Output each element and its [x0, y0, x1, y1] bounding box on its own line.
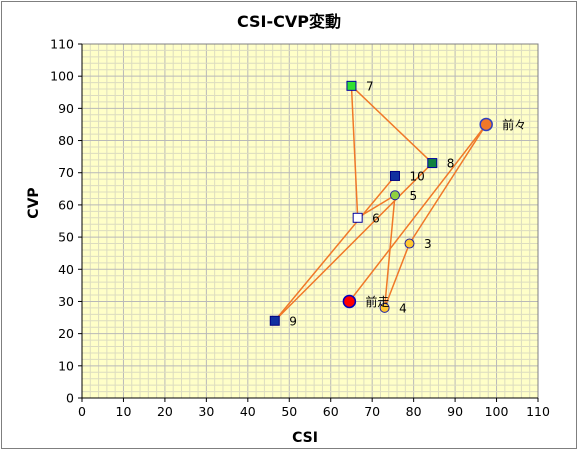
x-tick-label: 100	[485, 404, 509, 419]
path-lines	[274, 85, 487, 322]
axes	[81, 43, 539, 399]
data-point	[342, 294, 357, 309]
y-tick-label: 20	[58, 326, 74, 341]
y-tick-label: 60	[58, 197, 74, 212]
x-tick-label: 10	[116, 404, 132, 419]
y-tick-label: 50	[58, 230, 74, 245]
y-tick-label: 100	[50, 69, 74, 84]
x-tick-label: 40	[240, 404, 256, 419]
path-segment	[350, 85, 433, 164]
y-tick-label: 30	[58, 294, 74, 309]
y-tick-label: 40	[58, 262, 74, 277]
plot-area	[82, 44, 538, 398]
point-label: 6	[372, 211, 380, 225]
path-segment	[274, 175, 396, 322]
y-tick-label: 0	[66, 391, 74, 406]
path-segment	[383, 195, 396, 308]
x-tick-label: 60	[323, 404, 339, 419]
y-tick-label: 110	[50, 37, 74, 52]
path-segment	[357, 194, 396, 219]
path-segment	[383, 243, 411, 309]
y-tick-label: 70	[58, 165, 74, 180]
y-tick-label: 10	[58, 358, 74, 373]
path-segment	[350, 85, 359, 218]
point-label: 4	[399, 301, 407, 315]
point-label: 9	[289, 314, 297, 328]
x-tick-label: 80	[406, 404, 422, 419]
point-label: 3	[424, 237, 432, 251]
point-label: 前々	[502, 117, 526, 132]
x-tick-label: 0	[78, 404, 86, 419]
data-point	[269, 315, 280, 326]
x-tick-label: 90	[447, 404, 463, 419]
data-point	[479, 117, 493, 132]
point-label: 7	[366, 79, 374, 93]
point-label: 5	[409, 189, 417, 203]
data-point	[352, 212, 363, 223]
point-label: 10	[409, 169, 424, 183]
point-label: 8	[447, 157, 455, 171]
x-tick-label: 30	[198, 404, 214, 419]
data-point	[346, 80, 357, 91]
data-point	[389, 190, 400, 201]
x-tick-label: 20	[157, 404, 173, 419]
x-tick-label: 50	[281, 404, 297, 419]
path-segment	[348, 123, 487, 302]
y-axis-title: CVP	[26, 187, 42, 218]
data-point	[404, 238, 415, 249]
chart-title: CSI-CVP変動	[236, 12, 341, 31]
path-segment	[408, 124, 487, 244]
data-point	[427, 158, 438, 169]
x-tick-label: 110	[526, 404, 550, 419]
path-segment	[274, 162, 433, 322]
data-point	[379, 302, 390, 313]
y-tick-label: 90	[58, 101, 74, 116]
data-points	[269, 80, 493, 326]
x-tick-labels: 0 10 20 30 40 50 60 70 80 90 100 110	[78, 398, 550, 419]
x-axis-title: CSI	[292, 430, 318, 446]
grid-lines	[81, 43, 539, 399]
point-label: 前走	[365, 294, 389, 309]
y-tick-label: 80	[58, 133, 74, 148]
y-tick-labels: 0 10 20 30 40 50 60 70 80 90 100 110	[50, 37, 82, 406]
data-point	[389, 170, 400, 181]
x-tick-label: 70	[364, 404, 380, 419]
